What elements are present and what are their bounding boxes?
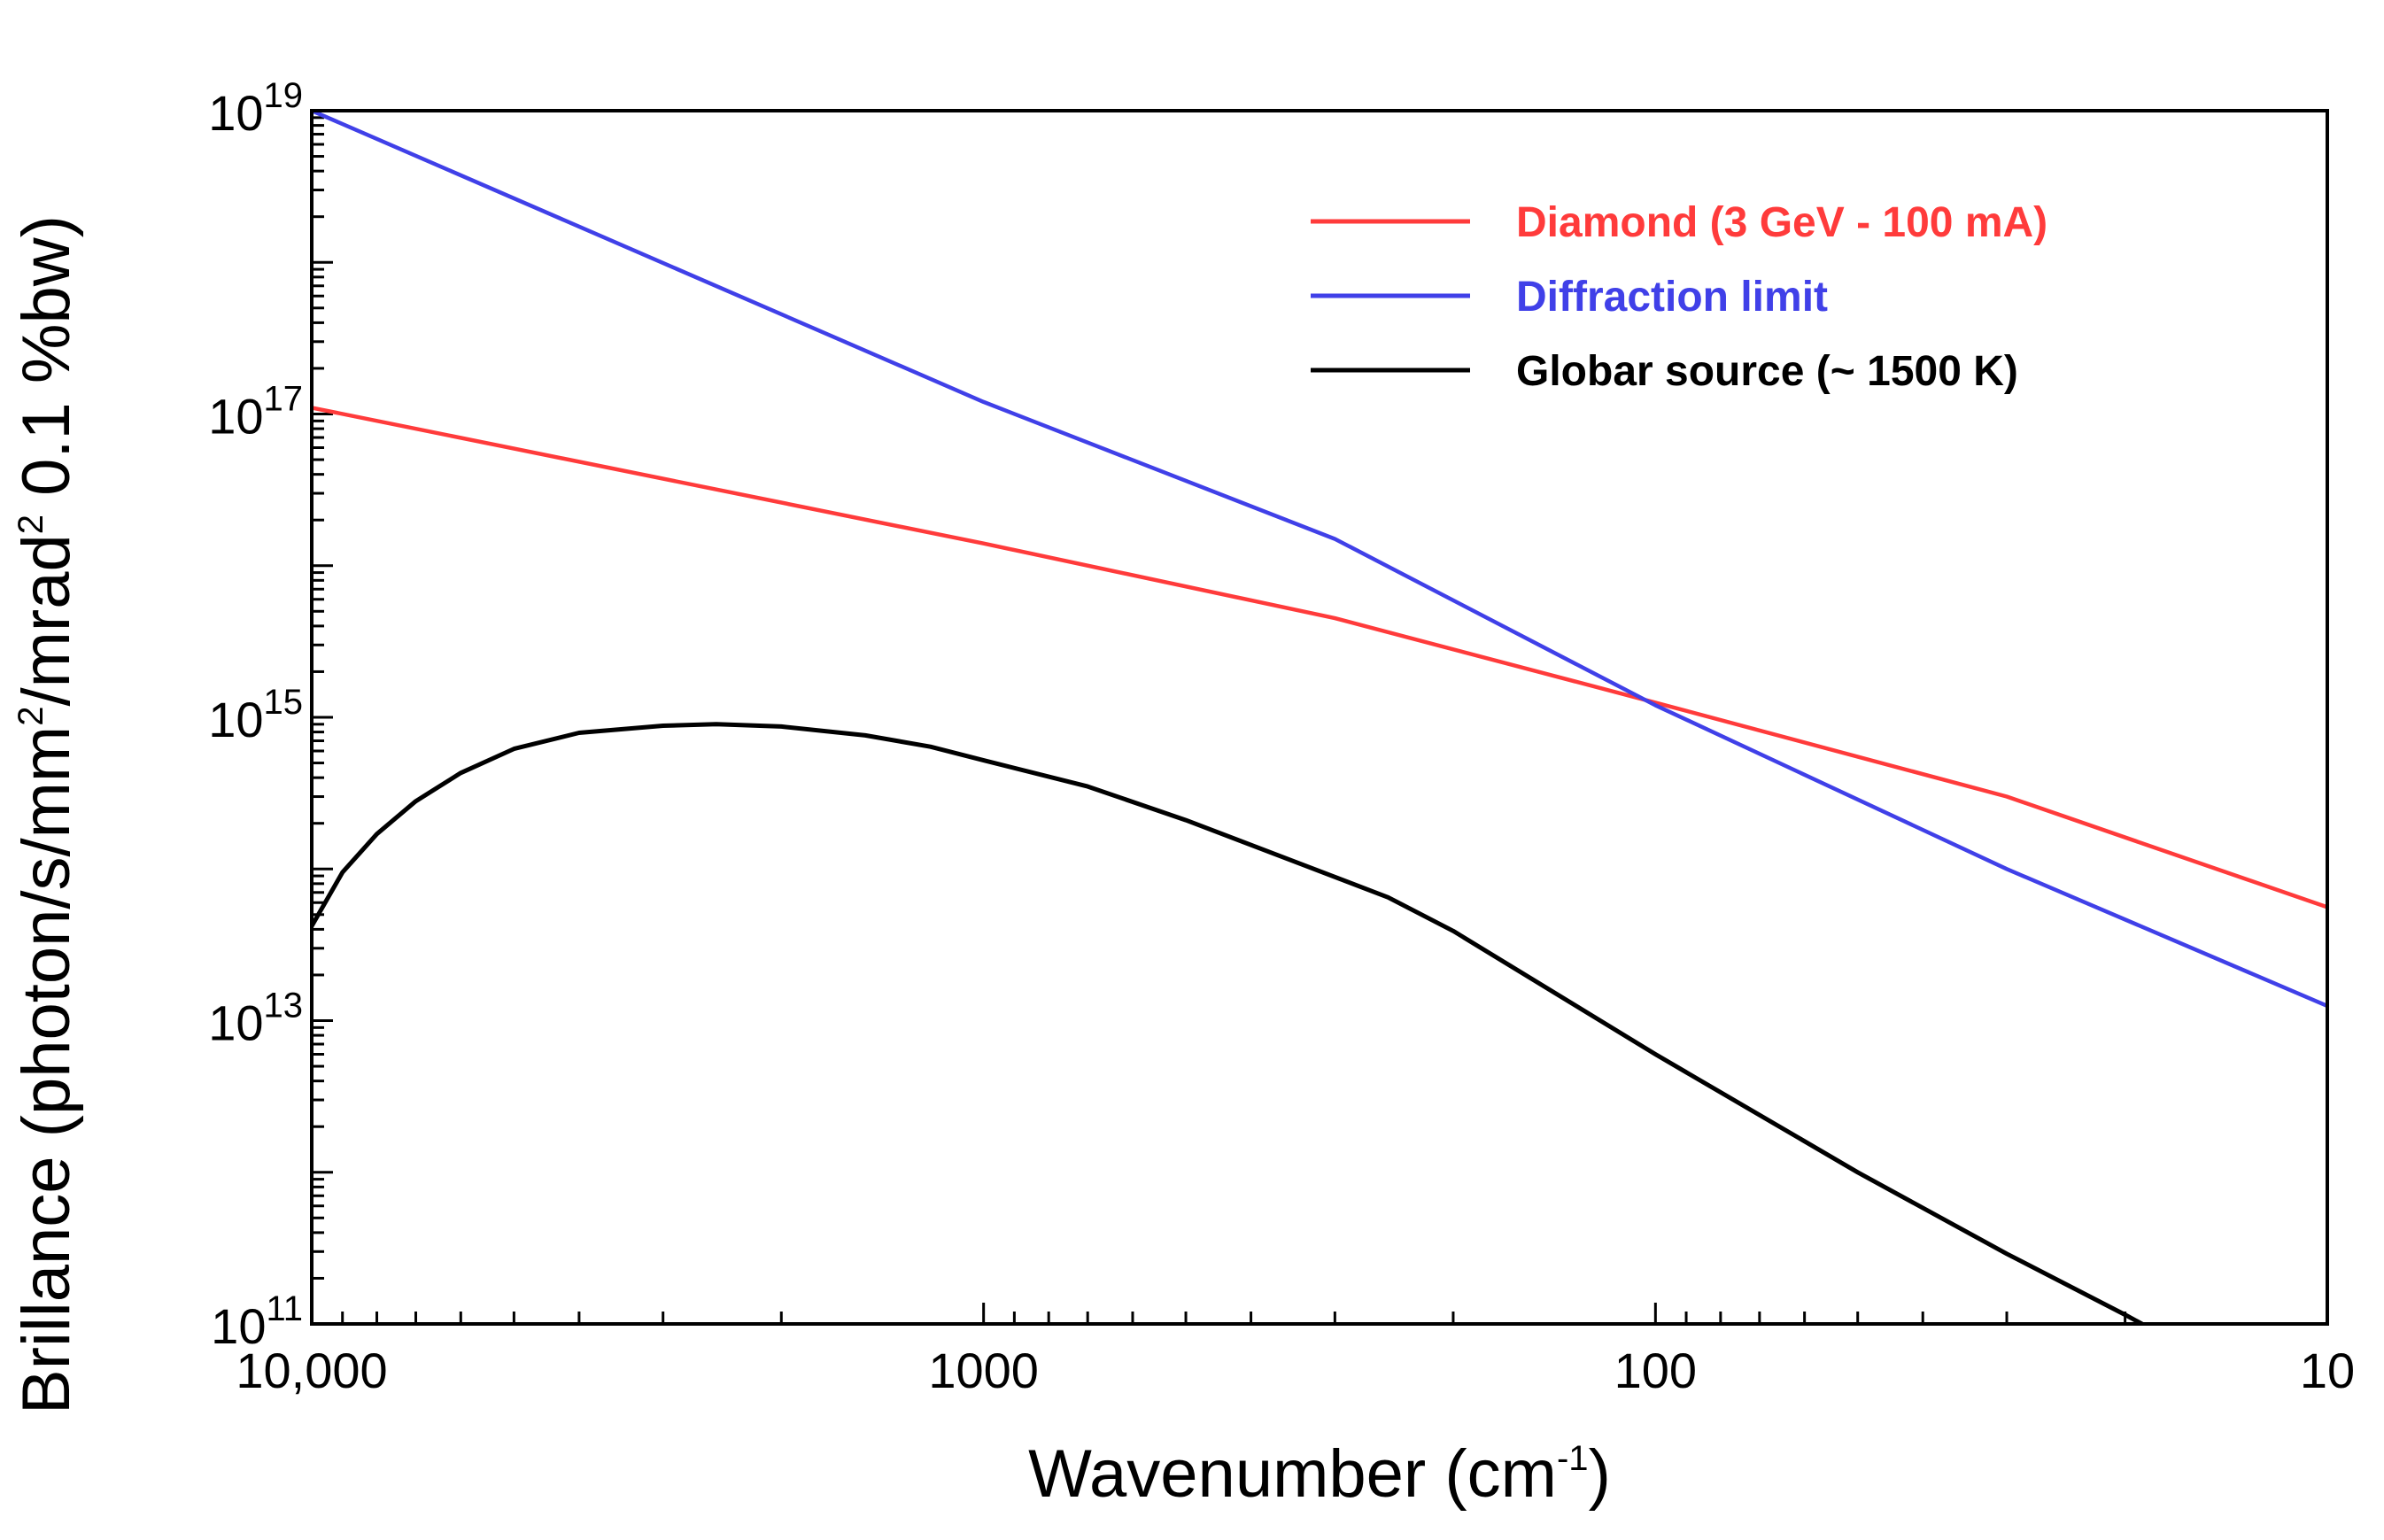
y-tick-base: 10 xyxy=(208,85,263,141)
y-axis-title-part1: Brillance (photon/s/mm xyxy=(9,726,84,1414)
legend-label-3: Globar source (~ 1500 K) xyxy=(1516,348,2018,395)
y-tick-base: 10 xyxy=(208,995,263,1051)
legend: Diamond (3 GeV - 100 mA) Diffraction limi… xyxy=(1311,199,2047,395)
y-tick-exponent: 17 xyxy=(264,380,304,419)
y-tick-label: 1019 xyxy=(208,76,303,141)
y-axis-title-part2: /mrad xyxy=(9,534,84,706)
plot-frame xyxy=(310,109,2329,1326)
x-axis-title-base: Wavenumber (cm xyxy=(1028,1436,1557,1512)
y-axis-title-part3: 0.1 %bw) xyxy=(9,215,84,515)
y-axis-title-sup2: 2 xyxy=(12,515,50,534)
x-axis-title-tail: ) xyxy=(1589,1436,1611,1512)
y-axis-title-sup1: 2 xyxy=(12,707,50,726)
y-tick-label: 1013 xyxy=(208,987,303,1051)
x-tick-label: 10 xyxy=(2300,1343,2355,1398)
x-axis-title: Wavenumber (cm-1) xyxy=(1028,1436,1611,1512)
y-tick-label: 1011 xyxy=(211,1289,303,1354)
y-tick-label: 1017 xyxy=(208,380,303,445)
x-tick-label: 1000 xyxy=(928,1343,1039,1398)
series-line-1 xyxy=(312,406,2327,909)
series-line-3 xyxy=(312,722,2147,1324)
legend-label-2: Diffraction limit xyxy=(1516,274,1828,321)
y-tick-base: 10 xyxy=(211,1298,266,1354)
y-tick-exponent: 13 xyxy=(264,987,304,1025)
y-tick-exponent: 15 xyxy=(264,683,304,722)
y-axis-title: Brillance (photon/s/mm2/mrad2 0.1 %bw) xyxy=(9,215,84,1414)
series-line-2 xyxy=(312,111,2327,1008)
series-layer xyxy=(312,111,2327,1324)
minor-ticks xyxy=(312,116,2127,1324)
y-tick-base: 10 xyxy=(208,692,263,747)
major-ticks xyxy=(310,109,2329,1326)
y-tick-base: 10 xyxy=(208,389,263,445)
y-tick-label: 1015 xyxy=(208,683,303,747)
y-tick-exponent: 11 xyxy=(266,1289,303,1328)
x-tick-label: 100 xyxy=(1614,1343,1697,1398)
y-tick-exponent: 19 xyxy=(264,76,304,115)
x-tick-label: 10,000 xyxy=(236,1343,387,1398)
legend-label-1: Diamond (3 GeV - 100 mA) xyxy=(1516,199,2047,246)
x-axis-title-superscript: -1 xyxy=(1557,1439,1589,1478)
